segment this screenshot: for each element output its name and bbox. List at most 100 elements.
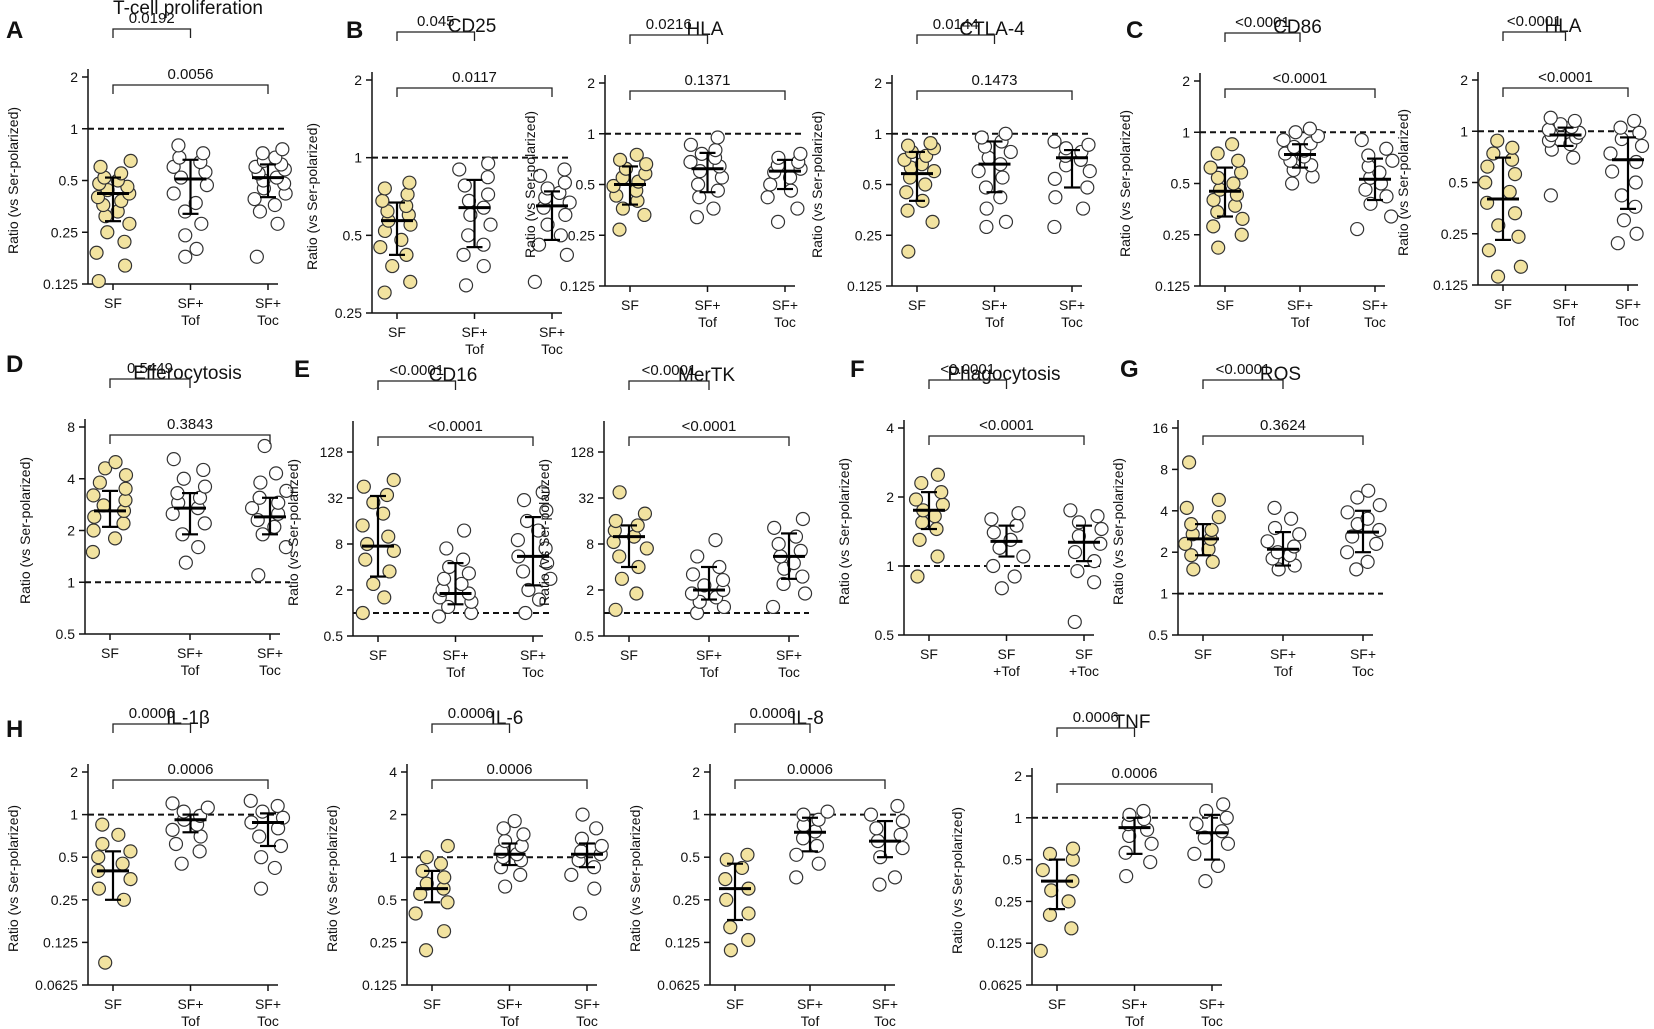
data-point: [900, 203, 915, 218]
y-tick-label: 4: [67, 471, 75, 487]
data-point: [91, 273, 106, 289]
y-axis-label: Ratio (vs Ser-polarized): [285, 459, 301, 606]
data-point: [375, 193, 390, 208]
data-point: [1178, 536, 1193, 551]
data-point: [107, 531, 123, 546]
y-tick-label: 0.0625: [35, 977, 78, 993]
data-point: [516, 827, 531, 842]
x-tick-label: SF+Toc: [1069, 646, 1099, 679]
x-tick-label: SF+Toc: [776, 647, 802, 680]
data-point: [366, 576, 381, 592]
data-point: [1507, 206, 1523, 221]
data-point: [639, 541, 654, 556]
data-point: [165, 796, 180, 811]
data-point: [377, 285, 392, 300]
data-point: [115, 856, 130, 871]
data-point: [923, 136, 938, 151]
data-point: [1349, 562, 1364, 577]
data-point: [979, 201, 994, 216]
data-point: [1634, 138, 1650, 154]
p-value-label: <0.0001: [1235, 14, 1290, 31]
data-point: [741, 932, 756, 948]
data-point: [123, 872, 138, 887]
data-point: [683, 137, 698, 152]
data-point: [930, 549, 945, 564]
data-point: [608, 602, 623, 617]
p-value-label: <0.0001: [642, 362, 697, 379]
data-point: [1143, 854, 1158, 870]
y-tick-label: 2: [1460, 72, 1468, 88]
data-point: [1511, 229, 1526, 244]
y-tick-label: 0.5: [863, 177, 883, 193]
comparison-bracket: [629, 34, 709, 44]
data-point: [1211, 492, 1226, 508]
p-value-label: <0.0001: [428, 418, 483, 435]
data-point: [117, 258, 133, 273]
data-point: [481, 156, 496, 171]
chart-title: IL-6: [491, 708, 524, 729]
y-tick-label: 8: [586, 536, 594, 552]
data-point: [1361, 148, 1376, 163]
data-point: [1603, 146, 1618, 161]
data-point: [900, 138, 916, 153]
comparison-bracket: [1202, 435, 1364, 445]
data-point: [458, 278, 474, 293]
data-point: [532, 168, 548, 183]
data-point: [513, 867, 528, 882]
data-point: [1206, 192, 1221, 208]
y-tick-label: 2: [389, 807, 397, 823]
data-point: [1226, 176, 1241, 191]
data-point: [1626, 113, 1642, 129]
y-tick-label: 0.5: [1003, 852, 1023, 868]
data-point: [172, 150, 187, 165]
data-point: [255, 804, 270, 819]
x-tick-label: SF+Toc: [257, 645, 283, 678]
y-tick-label: 0.25: [568, 227, 595, 243]
data-point: [572, 906, 588, 921]
data-point: [355, 605, 370, 621]
comparison-bracket: [377, 436, 534, 446]
x-tick-label: SF+Tof: [1287, 297, 1313, 330]
x-tick-label: SF: [1494, 296, 1512, 312]
data-point: [377, 590, 392, 605]
data-point: [1350, 221, 1365, 237]
y-tick-label: 8: [1160, 461, 1168, 477]
data-point: [1090, 509, 1105, 524]
data-point: [267, 197, 282, 213]
data-point: [376, 506, 391, 521]
data-point: [480, 187, 496, 202]
y-tick-label: 0.25: [51, 892, 78, 908]
y-tick-label: 0.125: [362, 977, 397, 993]
p-value-label: <0.0001: [1507, 13, 1562, 30]
data-point: [1379, 141, 1394, 156]
y-axis-label: Ratio (vs Ser-polarized): [627, 805, 643, 952]
y-tick-label: 0.5: [576, 177, 596, 193]
data-point: [1220, 836, 1236, 851]
data-point: [1267, 500, 1282, 515]
data-point: [174, 856, 189, 871]
data-point: [984, 512, 999, 527]
data-point: [767, 520, 782, 535]
data-point: [690, 549, 705, 564]
p-value-label: 0.0006: [448, 705, 494, 722]
data-point: [419, 876, 434, 891]
data-point: [723, 943, 739, 958]
data-point: [356, 479, 371, 494]
data-point: [994, 581, 1009, 596]
y-tick-label: 1: [67, 574, 75, 590]
data-point: [196, 462, 211, 478]
data-point: [118, 468, 134, 483]
comparison-bracket: [396, 31, 476, 41]
data-point: [790, 201, 805, 216]
y-tick-label: 0.25: [673, 892, 700, 908]
data-point: [279, 483, 294, 498]
data-point: [783, 183, 799, 198]
data-point: [89, 245, 104, 260]
y-tick-label: 0.5: [343, 227, 363, 243]
comparison-bracket: [396, 87, 553, 97]
data-point: [253, 881, 269, 896]
comparison-bracket: [431, 723, 511, 733]
